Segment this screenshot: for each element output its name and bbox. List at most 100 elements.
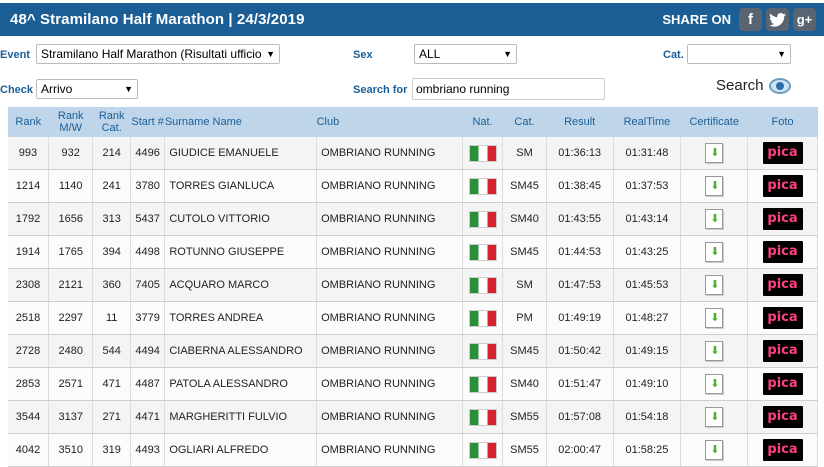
header-cat[interactable]: Cat. [502, 107, 547, 137]
header-realtime[interactable]: RealTime [613, 107, 681, 137]
table-row[interactable]: 2308 2121 360 7405 ACQUARO MARCO OMBRIANO RUN… [8, 268, 818, 302]
certificate-download-icon[interactable] [705, 440, 724, 460]
realtime-cell: 01:37:53 [613, 169, 682, 203]
realtime-cell: 01:49:10 [613, 367, 682, 401]
header-nat[interactable]: Nat. [462, 107, 503, 137]
foto-cell: pica [747, 433, 818, 467]
eye-icon [768, 77, 791, 94]
pica-photo-button[interactable]: pica [762, 340, 803, 362]
rank-cell: 3544 [8, 400, 49, 434]
name-cell: OGLIARI ALFREDO [164, 433, 318, 467]
rank-cat-cell: 271 [92, 400, 131, 434]
rank-cat-cell: 241 [92, 169, 131, 203]
certificate-cell [680, 433, 749, 467]
italy-flag-icon [468, 441, 497, 459]
event-label: Event [0, 49, 30, 61]
search-button-label: Search [716, 77, 764, 94]
rank-cell: 4042 [8, 433, 49, 467]
search-button[interactable]: Search [716, 77, 791, 94]
header-rank[interactable]: Rank [8, 107, 49, 137]
event-select[interactable]: Stramilano Half Marathon (Risultati uffi… [36, 44, 280, 64]
table-row[interactable]: 2728 2480 544 4494 CIABERNA ALESSANDRO OMBRIA… [8, 334, 818, 368]
table-row[interactable]: 4042 3510 319 4493 OGLIARI ALFREDO OMBRIANO R… [8, 433, 818, 467]
nat-cell [462, 202, 504, 236]
certificate-cell [680, 202, 749, 236]
cat-label: Cat. [663, 49, 684, 61]
googleplus-icon[interactable]: g+ [793, 8, 816, 31]
club-cell: OMBRIANO RUNNING [316, 268, 463, 302]
cat-cell: SM40 [502, 202, 547, 236]
certificate-download-icon[interactable] [705, 143, 724, 163]
facebook-icon[interactable]: f [739, 8, 762, 31]
table-row[interactable]: 1214 1140 241 3780 TORRES GIANLUCA OMBRIANO R… [8, 169, 818, 203]
cat-cell: SM55 [502, 433, 547, 467]
certificate-download-icon[interactable] [705, 275, 724, 295]
certificate-download-icon[interactable] [705, 242, 724, 262]
result-cell: 01:36:13 [546, 137, 614, 170]
rank-cat-cell: 394 [92, 235, 131, 269]
italy-flag-icon [468, 408, 497, 426]
cat-cell: SM45 [502, 235, 547, 269]
search-label: Search for [353, 84, 408, 96]
pica-photo-button[interactable]: pica [762, 241, 803, 263]
italy-flag-icon [468, 177, 497, 195]
rank-mw-cell: 3510 [48, 433, 94, 467]
check-select[interactable]: Arrivo ▼ [36, 79, 138, 99]
certificate-download-icon[interactable] [705, 209, 724, 229]
pica-photo-button[interactable]: pica [762, 142, 803, 164]
rank-mw-cell: 932 [48, 137, 94, 170]
name-cell: ACQUARO MARCO [164, 268, 318, 302]
header-result[interactable]: Result [546, 107, 614, 137]
header-foto[interactable]: Foto [747, 107, 818, 137]
rank-cat-cell: 319 [92, 433, 131, 467]
header-rank-cat[interactable]: Rank Cat. [92, 107, 131, 137]
header-surname-name[interactable]: Surname Name [164, 107, 317, 137]
pica-photo-button[interactable]: pica [762, 307, 803, 329]
table-row[interactable]: 3544 3137 271 4471 MARGHERITTI FULVIO OMBRIAN… [8, 400, 818, 434]
foto-cell: pica [747, 202, 818, 236]
rank-mw-cell: 2571 [48, 367, 94, 401]
start-cell: 7405 [130, 268, 166, 302]
pica-photo-button[interactable]: pica [762, 406, 803, 428]
certificate-download-icon[interactable] [705, 374, 724, 394]
table-row[interactable]: 1792 1656 313 5437 CUTOLO VITTORIO OMBRIANO R… [8, 202, 818, 236]
cat-cell: SM45 [502, 334, 547, 368]
table-row[interactable]: 1914 1765 394 4498 ROTUNNO GIUSEPPE OMBRIANO … [8, 235, 818, 269]
rank-cell: 2518 [8, 301, 49, 335]
start-cell: 3780 [130, 169, 166, 203]
check-label: Check [0, 84, 34, 96]
name-cell: TORRES GIANLUCA [164, 169, 318, 203]
header-rank-mw[interactable]: Rank M/W [48, 107, 93, 137]
rank-mw-cell: 1765 [48, 235, 94, 269]
realtime-cell: 01:48:27 [613, 301, 682, 335]
chevron-down-icon: ▼ [124, 84, 133, 94]
header-club[interactable]: Club [316, 107, 463, 137]
cat-select[interactable]: ▼ [687, 44, 791, 64]
cat-cell: SM55 [502, 400, 547, 434]
header-start[interactable]: Start # [130, 107, 165, 137]
pica-photo-button[interactable]: pica [762, 439, 803, 461]
certificate-download-icon[interactable] [705, 176, 724, 196]
pica-photo-button[interactable]: pica [762, 175, 803, 197]
twitter-icon[interactable] [766, 8, 789, 31]
cat-cell: SM [502, 268, 547, 302]
pica-photo-button[interactable]: pica [762, 274, 803, 296]
pica-photo-button[interactable]: pica [762, 373, 803, 395]
realtime-cell: 01:45:53 [613, 268, 682, 302]
italy-flag-icon [468, 276, 497, 294]
realtime-cell: 01:54:18 [613, 400, 682, 434]
realtime-cell: 01:31:48 [613, 137, 682, 170]
start-cell: 4496 [130, 137, 166, 170]
table-row[interactable]: 993 932 214 4496 GIUDICE EMANUELE OMBRIANO RU… [8, 137, 818, 170]
header-certificate[interactable]: Certificate [680, 107, 748, 137]
certificate-cell [680, 235, 749, 269]
table-row[interactable]: 2853 2571 471 4487 PATOLA ALESSANDRO OMBRIANO… [8, 367, 818, 401]
certificate-download-icon[interactable] [705, 341, 724, 361]
search-input[interactable]: ombriano running [412, 78, 605, 100]
certificate-download-icon[interactable] [705, 407, 724, 427]
pica-photo-button[interactable]: pica [762, 208, 803, 230]
sex-select[interactable]: ALL ▼ [414, 44, 517, 64]
foto-cell: pica [747, 400, 818, 434]
certificate-download-icon[interactable] [705, 308, 724, 328]
table-row[interactable]: 2518 2297 11 3779 TORRES ANDREA OMBRIANO RUNN… [8, 301, 818, 335]
